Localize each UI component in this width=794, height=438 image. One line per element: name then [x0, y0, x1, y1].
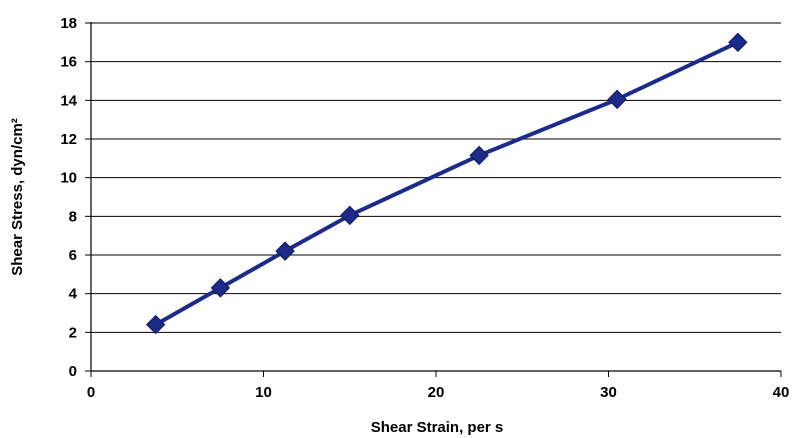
axes: [85, 22, 782, 377]
data-point-marker: [275, 241, 295, 261]
data-point-marker: [469, 145, 489, 166]
y-tick-label: 8: [69, 208, 77, 225]
y-tick-label: 0: [69, 363, 77, 380]
y-axis-title: Shear Stress, dyn/cm²: [9, 118, 26, 276]
data-point-marker: [728, 32, 748, 53]
series: [145, 32, 748, 335]
x-axis-title: Shear Strain, per s: [371, 419, 504, 436]
data-point-marker: [145, 314, 166, 335]
y-tick-label: 10: [60, 170, 77, 187]
y-tick-label: 18: [60, 15, 77, 32]
x-tick-label: 20: [428, 384, 445, 401]
x-tick-label: 40: [773, 384, 790, 401]
x-tick-label: 0: [87, 384, 95, 401]
data-point-marker: [607, 89, 627, 110]
y-tick-label: 12: [60, 131, 77, 148]
data-point-marker: [340, 205, 360, 226]
y-tick-label: 2: [69, 324, 77, 341]
x-tick-label: 10: [255, 384, 272, 401]
y-tick-label: 6: [69, 247, 77, 264]
data-point-marker: [210, 278, 231, 298]
y-tick-label: 14: [60, 92, 77, 109]
y-tick-label: 4: [69, 286, 78, 303]
x-tick-label: 30: [600, 384, 617, 401]
gridlines: [91, 22, 781, 333]
series-line: [153, 40, 740, 327]
y-tick-label: 16: [60, 54, 77, 71]
tick-labels: 0 2 4 6 8 10 12 14 16 18 0 10 20 30 40: [60, 15, 789, 401]
